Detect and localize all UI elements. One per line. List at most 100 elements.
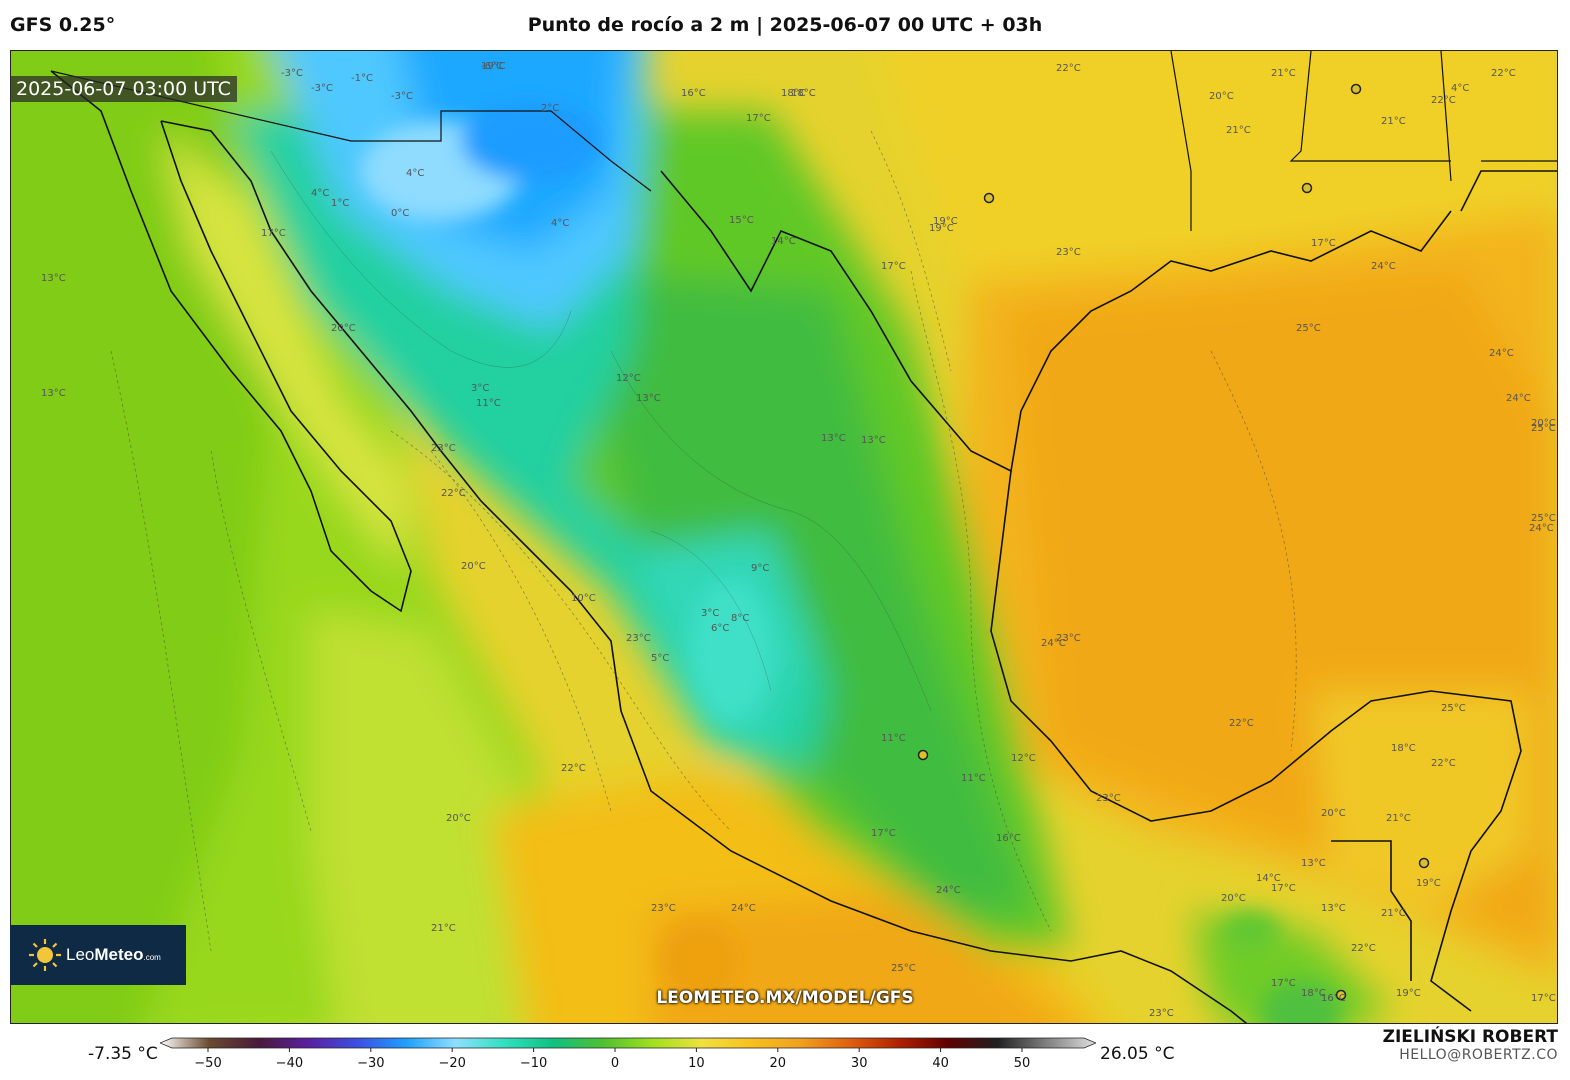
- contour-label: 24°C: [1506, 393, 1531, 404]
- sun-icon: [29, 939, 61, 971]
- model-label: GFS 0.25°: [10, 14, 116, 36]
- contour-label: 20°C: [461, 561, 486, 572]
- map-canvas: -6°C-3°C-3°C-1°C-3°C2°C4°C0°C1°C4°C4°C16…: [11, 51, 1557, 1023]
- contour-label: 19°C: [1416, 878, 1441, 889]
- contour-label: 13°C: [1301, 858, 1326, 869]
- contour-label: 18°C: [791, 88, 816, 99]
- contour-label: 20°C: [1321, 808, 1346, 819]
- contour-label: 21°C: [1226, 125, 1251, 136]
- contour-label: 4°C: [551, 218, 569, 229]
- contour-label: 19°C: [929, 223, 954, 234]
- city-markers: [917, 83, 1430, 1001]
- contour-label: 9°C: [751, 563, 769, 574]
- contour-label: 12°C: [1011, 753, 1036, 764]
- contour-label: 21°C: [1381, 908, 1406, 919]
- contour-label: 11°C: [961, 773, 986, 784]
- author-email[interactable]: HELLO@ROBERTZ.CO: [1399, 1047, 1558, 1063]
- contour-label: 25°C: [1296, 323, 1321, 334]
- contour-label: -3°C: [311, 83, 333, 94]
- colorbar-min-label: -7.35 °C: [88, 1044, 158, 1064]
- contour-label: 11°C: [881, 733, 906, 744]
- colorbar-tick-label: 10: [688, 1056, 705, 1071]
- colorbar-tick-label: 30: [851, 1056, 868, 1071]
- contour-label: 20°C: [331, 323, 356, 334]
- contour-label: 25°C: [1531, 513, 1556, 524]
- dewpoint-field: [11, 51, 1557, 1023]
- contour-label: 21°C: [431, 923, 456, 934]
- contour-label: 24°C: [936, 885, 961, 896]
- colorbar-tick-label: −30: [357, 1056, 384, 1071]
- contour-label: 24°C: [731, 903, 756, 914]
- leometeo-logo[interactable]: LeoMeteo.com: [10, 925, 186, 985]
- contour-label: 25°C: [1441, 703, 1466, 714]
- contour-label: 13°C: [636, 393, 661, 404]
- contour-label: 17°C: [1311, 238, 1336, 249]
- colorbar-tick-label: 50: [1014, 1056, 1031, 1071]
- contour-label: 18°C: [781, 88, 806, 99]
- contour-label: 21°C: [1271, 68, 1296, 79]
- contour-label: 25°C: [891, 963, 916, 974]
- contour-label: -3°C: [391, 91, 413, 102]
- contour-label: 20°C: [446, 813, 471, 824]
- colorbar-tick-label: −10: [520, 1056, 547, 1071]
- contour-label: 22°C: [1229, 718, 1254, 729]
- colorbar-tick-label: 40: [932, 1056, 949, 1071]
- contour-label: 22°C: [1056, 63, 1081, 74]
- dewpoint-map[interactable]: -6°C -3°C -3°C -1°C -3°C 2°C 4°C 0°C 1°C 4°C 4°C 16…: [10, 50, 1558, 1024]
- contour-label: 3°C: [471, 383, 489, 394]
- contour-label: 1°C: [331, 198, 349, 209]
- contour-label: 22°C: [1491, 68, 1516, 79]
- contour-label: 13°C: [41, 273, 66, 284]
- contour-label: 23°C: [651, 903, 676, 914]
- contour-label: 23°C: [1096, 793, 1121, 804]
- contour-label: 16°C: [996, 833, 1021, 844]
- valid-time-badge: 2025-06-07 03:00 UTC: [10, 76, 237, 102]
- contour-label: 20°C: [1221, 893, 1246, 904]
- contour-label: 16°C: [681, 88, 706, 99]
- contour-label: 22°C: [561, 763, 586, 774]
- contour-label: 22°C: [1431, 758, 1456, 769]
- contour-label: 19°C: [1396, 988, 1421, 999]
- contour-label: 3°C: [701, 608, 719, 619]
- colorbar-svg: −50 −40 −30 −20 −10 0 10 20 30 40 50: [158, 1037, 1098, 1071]
- contour-label: 23°C: [626, 633, 651, 644]
- contour-lines: [110, 130, 1297, 952]
- colorbar-tick-label: −50: [194, 1056, 221, 1071]
- colorbar-tick-label: 20: [770, 1056, 787, 1071]
- contour-label: 13°C: [821, 433, 846, 444]
- contour-label: 4°C: [406, 168, 424, 179]
- contour-label: 13°C: [1321, 903, 1346, 914]
- colorbar: −50 −40 −30 −20 −10 0 10 20 30 40 50: [158, 1036, 1098, 1080]
- contour-labels: -6°C-3°C-3°C-1°C-3°C2°C4°C0°C1°C4°C4°C16…: [41, 61, 1556, 1019]
- contour-label: 6°C: [711, 623, 729, 634]
- contour-label: 10°C: [571, 593, 596, 604]
- contour-label: -1°C: [351, 73, 373, 84]
- contour-label: 24°C: [1371, 261, 1396, 272]
- contour-label: 23°C: [1149, 1008, 1174, 1019]
- contour-label: 15°C: [729, 215, 754, 226]
- contour-label: 18°C: [1301, 988, 1326, 999]
- contour-label: 22°C: [441, 488, 466, 499]
- map-title: Punto de rocío a 2 m | 2025-06-07 00 UTC…: [527, 14, 1043, 36]
- contour-label: 24°C: [1041, 638, 1066, 649]
- contour-label: -3°C: [281, 68, 303, 79]
- contour-label: 22°C: [1351, 943, 1376, 954]
- contour-label: 17°C: [1271, 883, 1296, 894]
- contour-label: 17°C: [1271, 978, 1296, 989]
- colorbar-gradient: [158, 1037, 1098, 1049]
- colorbar-tick-label: −20: [438, 1056, 465, 1071]
- contour-label: 17°C: [261, 228, 286, 239]
- contour-label: 25°C: [1531, 423, 1556, 434]
- contour-label: 11°C: [476, 398, 501, 409]
- contour-label: 23°C: [1056, 247, 1081, 258]
- contour-label: 4°C: [311, 188, 329, 199]
- contour-label: 22°C: [1431, 95, 1456, 106]
- contour-label: 19°C: [481, 61, 506, 72]
- source-url[interactable]: LEOMETEO.MX/MODEL/GFS: [656, 988, 914, 1008]
- contour-label: 23°C: [1056, 633, 1081, 644]
- contour-label: 20°C: [1531, 418, 1556, 429]
- contour-label: 17°C: [746, 113, 771, 124]
- contour-label: 17°C: [881, 261, 906, 272]
- contour-label: 13°C: [861, 435, 886, 446]
- contour-label: 17°C: [871, 828, 896, 839]
